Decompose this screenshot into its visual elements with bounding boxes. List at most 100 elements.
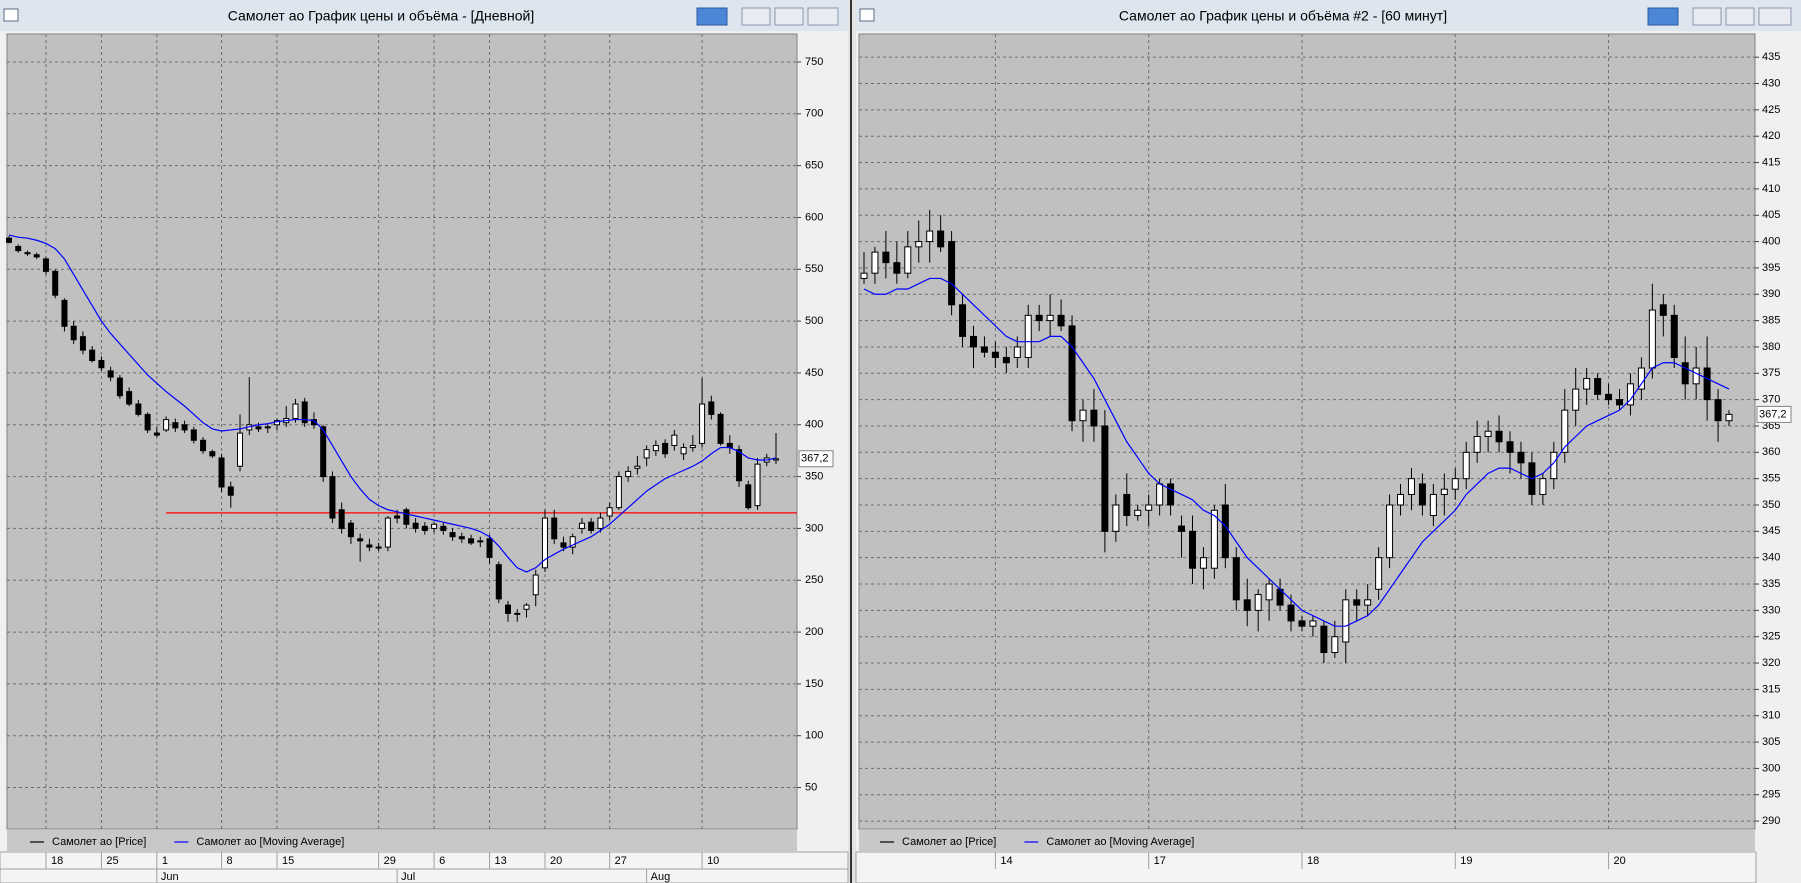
y-tick-label: 310 (1762, 710, 1780, 722)
x-tick-label: 20 (550, 855, 562, 867)
y-tick-label: 370 (1762, 394, 1780, 406)
candle-body (699, 403, 706, 444)
y-tick-label: 295 (1762, 789, 1780, 801)
candle-body (1692, 367, 1700, 385)
x-tick-label: 27 (615, 855, 627, 867)
legend-label: Самолет ао [Price] (52, 836, 146, 848)
candle-body (209, 451, 216, 457)
candle-body (98, 359, 105, 369)
candle-body (1298, 620, 1306, 627)
candle-body (625, 470, 632, 478)
candle-body (1462, 451, 1470, 480)
legend-label: Самолет ао [Price] (902, 836, 996, 848)
candle-body (1364, 599, 1372, 606)
candle-body (551, 517, 558, 540)
legend-label: Самолет ао [Moving Average] (196, 836, 344, 848)
candle-body (1210, 509, 1218, 569)
y-tick-label: 385 (1762, 315, 1780, 327)
y-tick-label: 335 (1762, 578, 1780, 590)
y-tick-label: 375 (1762, 367, 1780, 379)
y-tick-label: 700 (805, 108, 823, 120)
candle-body (893, 262, 901, 274)
candle-body (948, 241, 956, 306)
candle-body (773, 458, 779, 461)
candle-body (634, 465, 641, 469)
candle-body (588, 521, 595, 531)
x-tick-label: 14 (1000, 855, 1012, 867)
candle-body (347, 522, 354, 538)
link-button[interactable] (1647, 7, 1679, 26)
minimize-button[interactable] (741, 7, 771, 26)
candle-body (1418, 483, 1426, 506)
candle-body (1616, 399, 1624, 406)
candle-body (569, 536, 576, 548)
y-tick-label: 420 (1762, 130, 1780, 142)
candle-body (1156, 483, 1164, 506)
x-tick-label: 17 (1154, 855, 1166, 867)
candle-body (1101, 425, 1109, 532)
candle-body (1539, 478, 1547, 495)
candle-body (1594, 378, 1602, 395)
y-tick-label: 750 (805, 56, 823, 68)
candle-body (431, 523, 438, 529)
candle-body (375, 546, 382, 549)
candle-body (606, 507, 613, 517)
candle-body (126, 391, 133, 405)
candle-body (643, 449, 650, 459)
candle-body (1429, 493, 1437, 517)
candle-body (860, 272, 868, 279)
y-tick-label: 395 (1762, 262, 1780, 274)
moving-average-line (863, 277, 1730, 627)
y-tick-label: 650 (805, 160, 823, 172)
candle-body (144, 413, 151, 431)
candle-body (495, 564, 502, 600)
close-button[interactable] (807, 7, 839, 26)
candle-body (440, 525, 447, 531)
candle-body (135, 403, 142, 415)
candle-body (969, 335, 977, 348)
candle-body (61, 299, 68, 327)
y-tick-label: 350 (805, 470, 823, 482)
y-tick-label: 320 (1762, 657, 1780, 669)
legend-row (859, 830, 1755, 851)
candle-body (1287, 604, 1295, 622)
candle-body (1221, 504, 1229, 559)
candle-body (1057, 314, 1065, 327)
candle-body (255, 426, 262, 430)
candle-body (1188, 530, 1196, 569)
candle-body (1397, 493, 1405, 506)
maximize-button[interactable] (1725, 7, 1755, 26)
candle-body (310, 419, 317, 426)
x-tick-label: 15 (282, 855, 294, 867)
candle-body (514, 612, 521, 615)
x-tick-label: 6 (439, 855, 445, 867)
candle-body (366, 544, 373, 548)
candle-body (468, 538, 475, 544)
candle-body (1243, 599, 1251, 611)
month-label: Aug (651, 871, 671, 883)
candle-body (532, 574, 539, 596)
close-button[interactable] (1758, 7, 1792, 26)
candle-body (421, 525, 428, 531)
minimize-button[interactable] (1692, 7, 1722, 26)
link-button[interactable] (696, 7, 728, 26)
candle-body (107, 370, 114, 378)
candle-body (1254, 594, 1262, 611)
candle-body (904, 246, 912, 274)
candle-body (42, 258, 49, 272)
candle-body (1353, 599, 1361, 606)
candle-body (1407, 478, 1415, 495)
candle-body (1079, 409, 1087, 422)
maximize-button[interactable] (774, 7, 804, 26)
candle-body (1265, 583, 1273, 601)
y-tick-label: 380 (1762, 341, 1780, 353)
candle-body (745, 484, 752, 509)
candle-body (384, 517, 391, 548)
y-tick-label: 400 (1762, 235, 1780, 247)
candle-body (200, 439, 207, 452)
candle-body (882, 251, 890, 264)
candle-body (486, 538, 493, 558)
y-tick-label: 450 (805, 367, 823, 379)
candle-body (1517, 451, 1525, 464)
candle-body (726, 442, 733, 449)
